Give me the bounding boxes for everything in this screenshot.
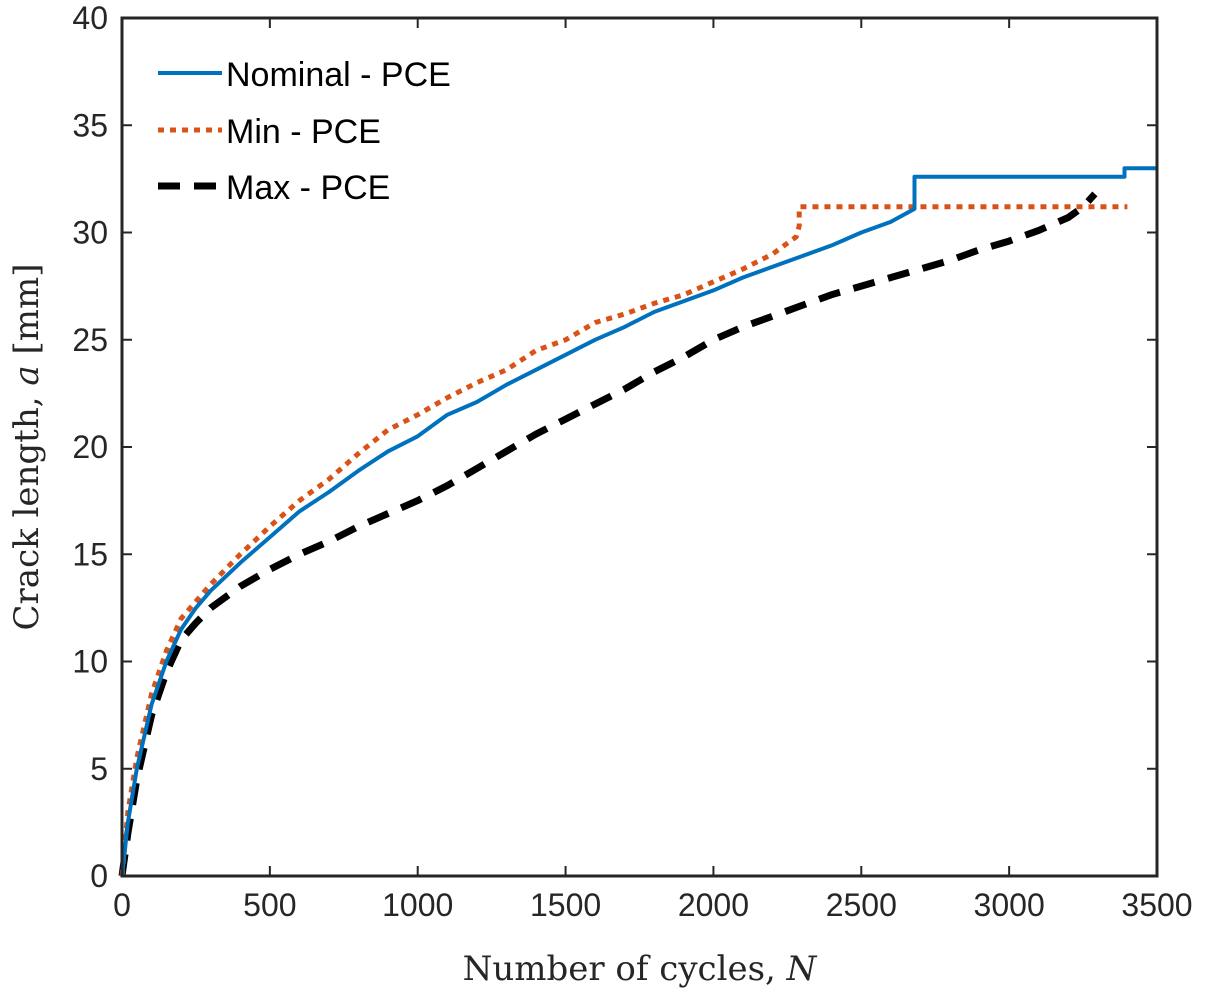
legend-label-min: Min - PCE — [226, 113, 381, 151]
y-tick-label-30: 30 — [72, 215, 108, 251]
y-tick-label-10: 10 — [72, 644, 108, 680]
x-tick-label-1000: 1000 — [382, 887, 453, 923]
x-tick-label-3500: 3500 — [1121, 887, 1192, 923]
series-line-nominal — [120, 166, 1157, 877]
y-axis-title: Crack length, a [mm] — [7, 264, 47, 631]
y-tick-label-15: 15 — [72, 536, 108, 572]
y-tick-label-20: 20 — [72, 429, 108, 465]
series-line-min — [119, 204, 1128, 877]
legend-label-max: Max - PCE — [226, 169, 390, 207]
x-axis-title: Number of cycles, N — [463, 949, 818, 989]
x-tick-label-500: 500 — [243, 887, 296, 923]
x-tick-label-1500: 1500 — [530, 887, 601, 923]
x-tick-label-0: 0 — [113, 887, 131, 923]
y-tick-label-0: 0 — [90, 858, 108, 894]
series-layer — [118, 166, 1157, 877]
legend: Nominal - PCE Min - PCE Max - PCE — [158, 56, 451, 207]
x-tick-label-2500: 2500 — [826, 887, 897, 923]
ticks-layer: 0 500 1000 1500 2000 2500 3000 3500 0 5 10 15 20 25 30… — [72, 0, 1192, 923]
y-tick-label-40: 40 — [72, 0, 108, 36]
y-tick-label-25: 25 — [72, 322, 108, 358]
y-tick-label-5: 5 — [90, 751, 108, 787]
legend-label-nominal: Nominal - PCE — [226, 56, 451, 94]
series-line-max — [118, 191, 1098, 877]
y-tick-label-35: 35 — [72, 107, 108, 143]
x-tick-label-2000: 2000 — [678, 887, 749, 923]
x-tick-label-3000: 3000 — [974, 887, 1045, 923]
